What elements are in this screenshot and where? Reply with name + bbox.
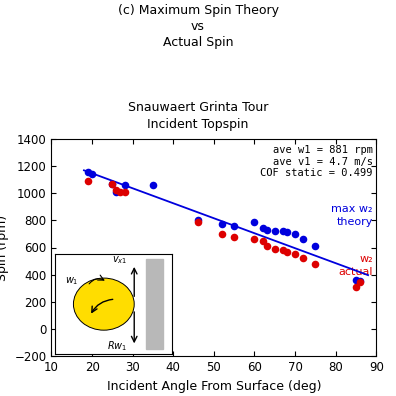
Point	[300, 255, 307, 261]
Point	[263, 227, 270, 233]
Point	[251, 219, 258, 225]
Point	[219, 221, 225, 228]
Point	[122, 182, 128, 188]
Point	[109, 181, 116, 187]
Point	[251, 236, 258, 242]
Text: w₂
actual: w₂ actual	[339, 254, 373, 277]
Point	[312, 261, 318, 267]
Point	[259, 238, 266, 244]
Point	[280, 247, 286, 253]
Point	[312, 243, 318, 249]
Point	[357, 278, 363, 285]
Point	[194, 217, 201, 223]
Point	[353, 284, 359, 290]
Point	[89, 171, 95, 177]
Point	[272, 228, 278, 234]
X-axis label: Incident Angle From Surface (deg): Incident Angle From Surface (deg)	[107, 380, 321, 393]
Point	[117, 188, 124, 195]
Point	[150, 182, 156, 188]
Point	[231, 233, 237, 240]
Point	[300, 236, 307, 242]
Point	[113, 188, 120, 195]
Point	[122, 189, 128, 196]
Y-axis label: Spin (rpm): Spin (rpm)	[0, 215, 9, 280]
Text: (c) Maximum Spin Theory
vs
Actual Spin: (c) Maximum Spin Theory vs Actual Spin	[118, 4, 278, 49]
Point	[292, 231, 298, 237]
Point	[353, 277, 359, 284]
Text: Snauwaert Grinta Tour
Incident Topspin: Snauwaert Grinta Tour Incident Topspin	[128, 101, 268, 131]
Point	[263, 243, 270, 249]
Point	[280, 228, 286, 234]
Text: max w₂
theory: max w₂ theory	[331, 204, 373, 227]
Point	[284, 228, 290, 235]
Point	[357, 278, 363, 284]
Point	[85, 178, 91, 185]
Point	[219, 231, 225, 237]
Point	[292, 250, 298, 257]
Point	[231, 223, 237, 229]
Point	[85, 169, 91, 175]
Point	[284, 249, 290, 255]
Text: ave w1 = 881 rpm
ave v1 = 4.7 m/s
COF static = 0.499: ave w1 = 881 rpm ave v1 = 4.7 m/s COF st…	[261, 145, 373, 178]
Point	[194, 219, 201, 225]
Point	[272, 246, 278, 252]
Point	[113, 187, 120, 193]
Point	[259, 225, 266, 231]
Point	[109, 180, 116, 187]
